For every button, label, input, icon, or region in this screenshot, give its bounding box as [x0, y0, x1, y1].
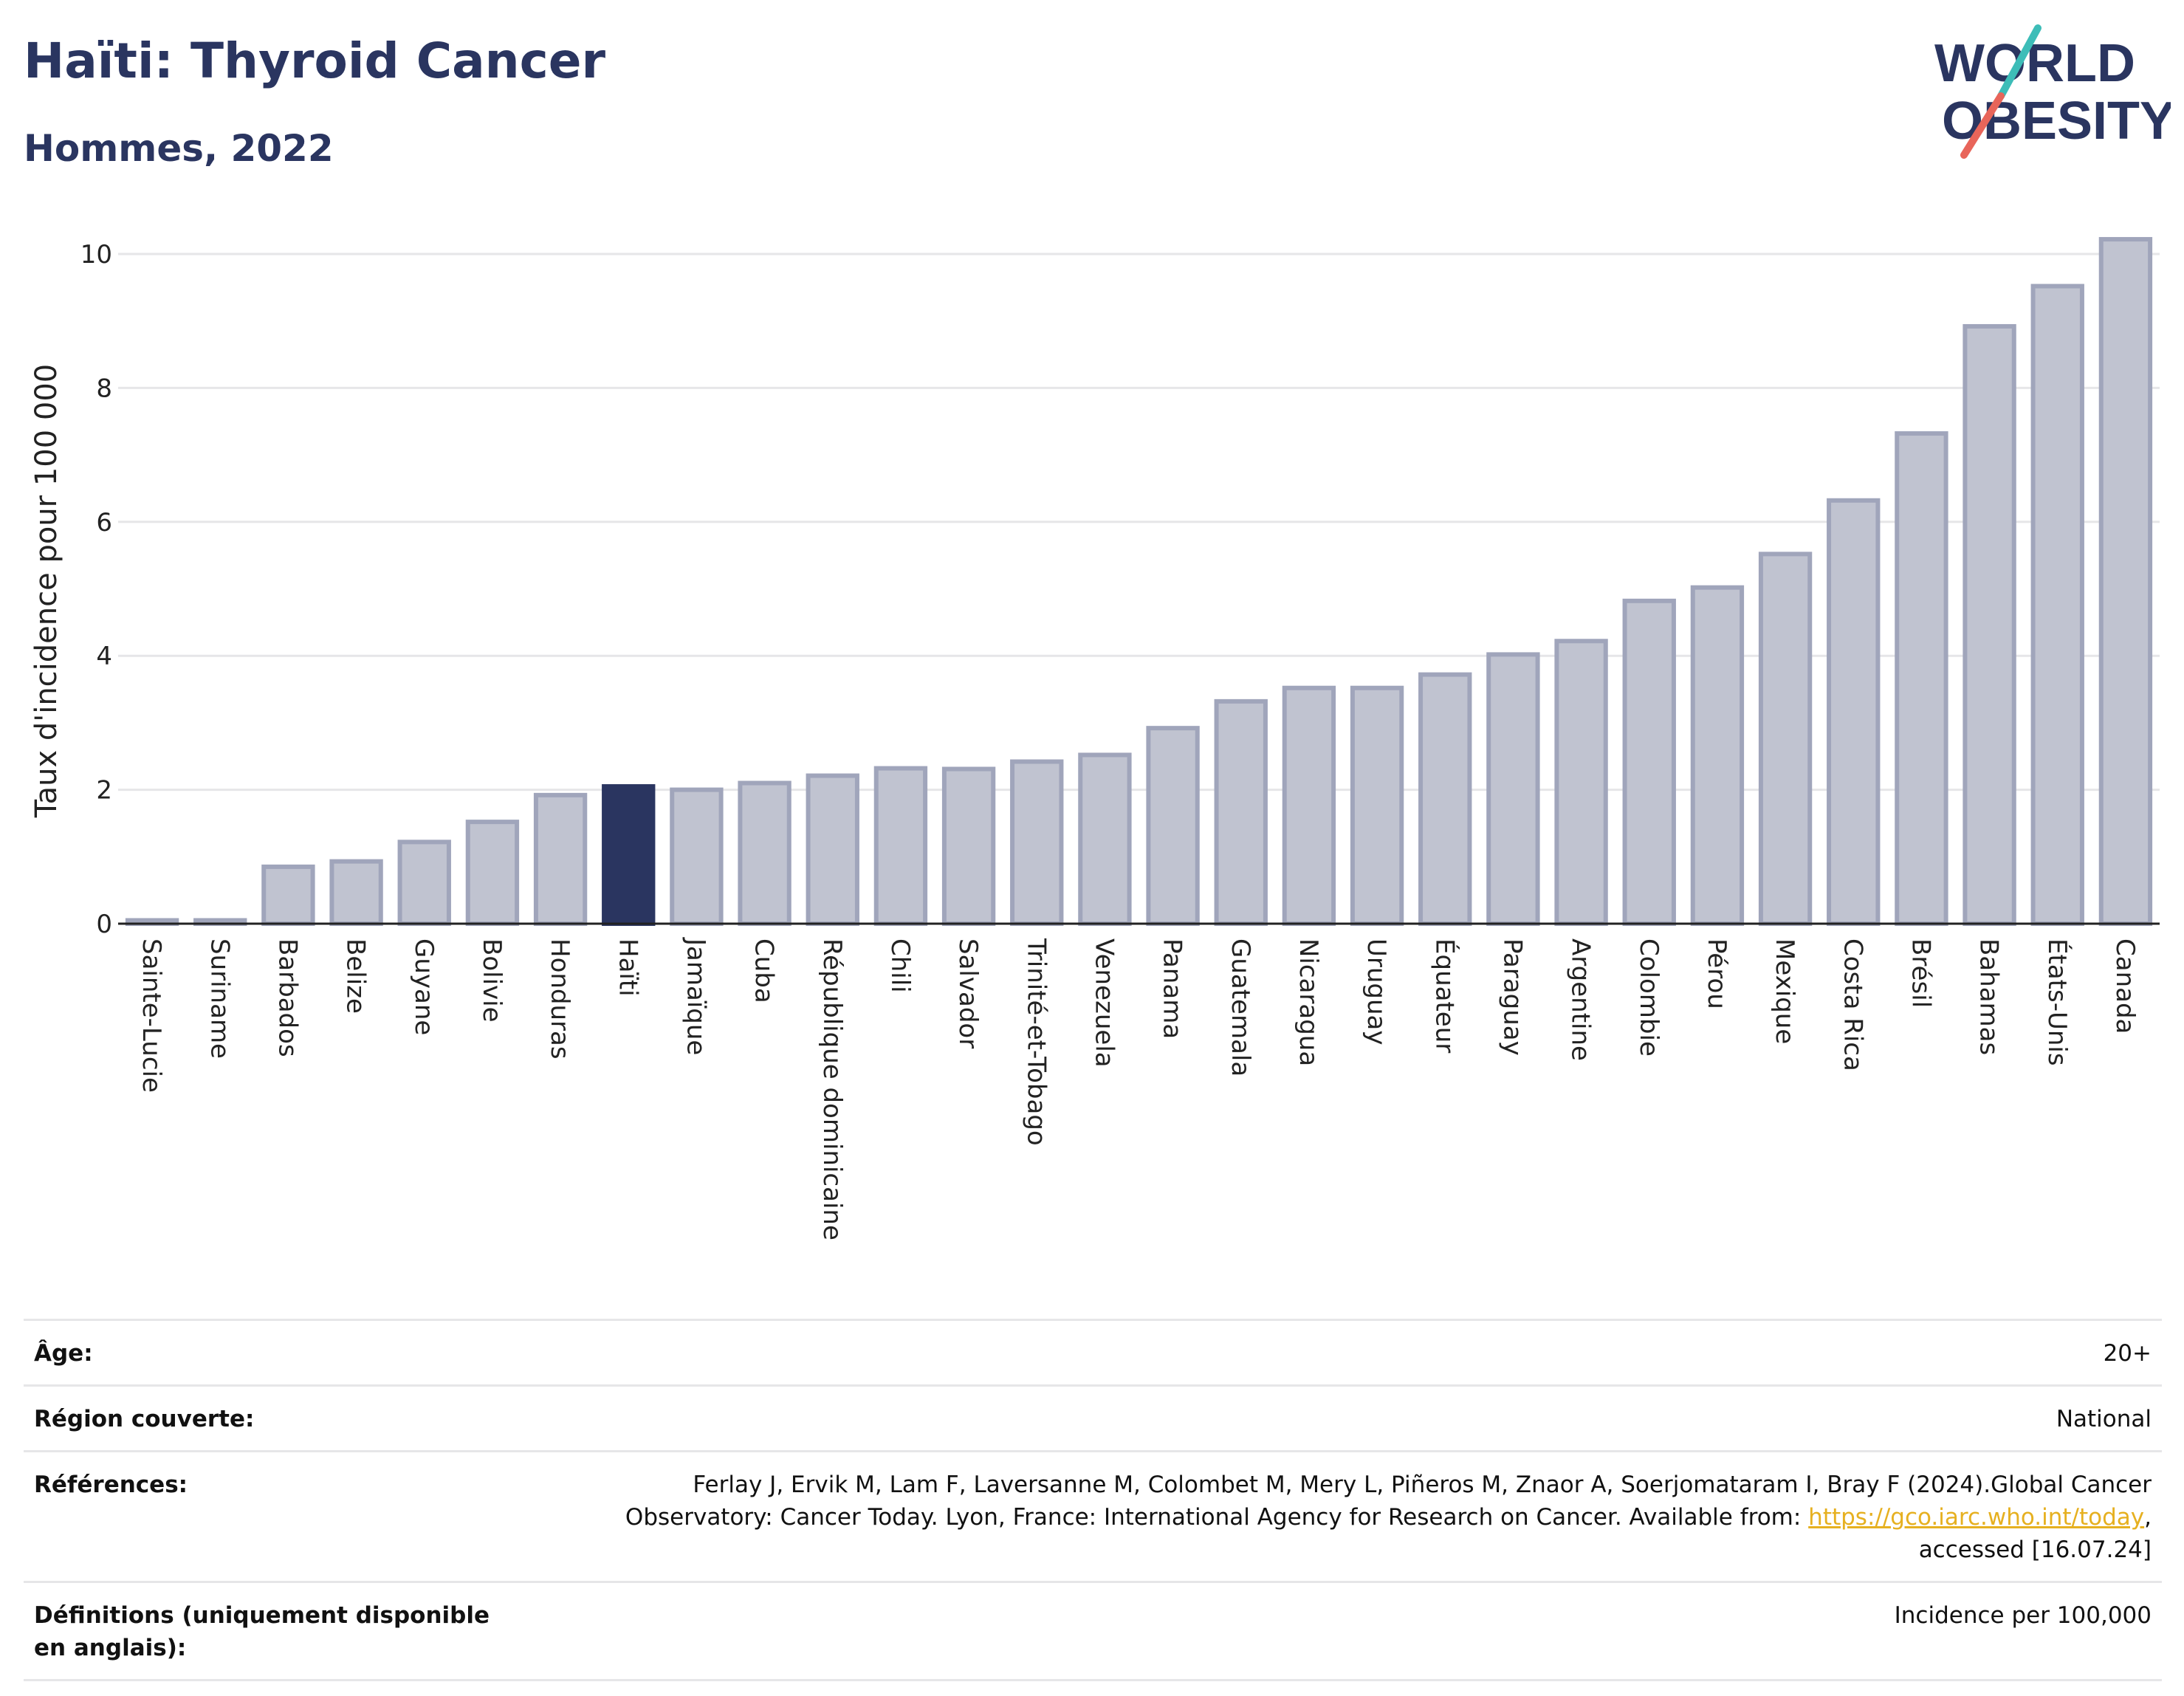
x-tick-label: Jamaïque — [681, 937, 710, 1055]
x-tick-label: Uruguay — [1361, 938, 1391, 1046]
x-tick-label: Canada — [2110, 938, 2140, 1034]
bar — [1486, 652, 1540, 926]
bar — [941, 766, 996, 927]
bar — [1827, 498, 1881, 926]
x-tick-label: Bolivie — [477, 938, 506, 1023]
bar — [738, 780, 791, 927]
age-label: Âge: — [24, 1319, 517, 1386]
x-tick-label: Équateur — [1429, 938, 1460, 1053]
bar — [1350, 685, 1404, 927]
x-tick-label: Belize — [341, 938, 371, 1014]
x-tick-label: République dominicaine — [817, 938, 847, 1240]
x-tick-label: Chili — [885, 938, 915, 993]
bar — [1418, 672, 1472, 926]
x-tick-label: Brésil — [1906, 938, 1935, 1008]
x-tick-label: Argentine — [1566, 938, 1596, 1061]
info-row-definitions: Définitions (uniquement disponible en an… — [24, 1581, 2162, 1681]
world-obesity-logo: WORLD OBESITY — [1934, 24, 2171, 159]
x-tick-label: Cuba — [749, 938, 779, 1003]
bar — [1895, 431, 1948, 926]
x-tick-label: Mexique — [1770, 938, 1799, 1044]
x-tick-label: Suriname — [205, 938, 234, 1059]
y-tick-label: 4 — [96, 642, 112, 671]
bar — [1962, 323, 2016, 926]
x-tick-label: Paraguay — [1497, 938, 1527, 1056]
x-tick-label: Barbados — [272, 938, 302, 1057]
x-tick-label: Guatemala — [1226, 938, 1255, 1077]
bar — [1690, 585, 1745, 926]
x-tick-label: Nicaragua — [1294, 938, 1323, 1066]
bar — [465, 820, 520, 926]
references-label: Références: — [24, 1450, 517, 1582]
x-tick-label: Bahamas — [1974, 938, 2004, 1055]
x-tick-label: Sainte-Lucie — [137, 938, 166, 1093]
chart-subtitle: Hommes, 2022 — [24, 127, 334, 170]
references-value: Ferlay J, Ervik M, Lam F, Laversanne M, … — [517, 1450, 2162, 1582]
definitions-label: Définitions (uniquement disponible en an… — [24, 1581, 517, 1681]
logo-word-obesity: OBESITY — [1942, 92, 2171, 151]
definitions-value: Incidence per 100,000 — [517, 1581, 2162, 1681]
info-table: Âge: 20+ Région couverte: National Référ… — [24, 1319, 2162, 1681]
grid-lines — [118, 253, 2160, 792]
bar — [1214, 698, 1268, 926]
x-tick-label: Venezuela — [1089, 938, 1119, 1068]
info-row-age: Âge: 20+ — [24, 1319, 2162, 1386]
bar — [397, 840, 451, 926]
bar — [873, 766, 928, 927]
x-tick-label: Haïti — [613, 938, 642, 997]
bar — [1622, 598, 1676, 926]
bar — [1146, 726, 1200, 926]
bars — [125, 237, 2153, 927]
bar — [329, 859, 383, 927]
references-text-3: , — [2144, 1504, 2152, 1531]
y-tick-label: 10 — [80, 240, 112, 269]
x-tick-label: Guyane — [409, 938, 439, 1035]
x-tick-label: Pérou — [1702, 938, 1731, 1009]
info-row-references: Références: Ferlay J, Ervik M, Lam F, La… — [24, 1450, 2162, 1582]
y-tick-label: 6 — [96, 508, 112, 538]
bar — [1078, 752, 1132, 926]
logo-slash-teal — [1997, 24, 2042, 100]
bar — [533, 792, 588, 926]
y-axis-label: Taux d'incidence pour 100 000 — [30, 364, 63, 818]
info-row-region: Région couverte: National — [24, 1384, 2162, 1452]
bar — [806, 773, 859, 926]
chart-title: Haïti: Thyroid Cancer — [24, 32, 606, 89]
y-tick-label: 8 — [96, 374, 112, 403]
bar — [602, 784, 656, 926]
region-value: National — [517, 1384, 2162, 1452]
age-value: 20+ — [517, 1319, 2162, 1386]
bar — [1010, 759, 1064, 926]
x-tick-label: États-Unis — [2042, 938, 2073, 1066]
y-tick-label: 2 — [96, 776, 112, 806]
axes: 0 2 4 6 8 10 Sainte-Lucie Suriname Barbados Beliz… — [80, 240, 2160, 1240]
x-tick-label: Costa Rica — [1838, 938, 1867, 1071]
logo-slash-coral — [1960, 92, 2005, 159]
region-label: Région couverte: — [24, 1384, 517, 1452]
x-tick-label: Panama — [1158, 938, 1187, 1039]
bar — [2030, 284, 2084, 926]
references-text-1: Ferlay J, Ervik M, Lam F, Laversanne M, … — [693, 1472, 2152, 1498]
bar — [1554, 639, 1608, 926]
x-tick-label: Colombie — [1634, 938, 1663, 1057]
bar — [670, 787, 724, 926]
bar — [1758, 552, 1813, 926]
x-tick-label: Trinité-et-Tobago — [1021, 938, 1051, 1146]
references-text-2: Observatory: Cancer Today. Lyon, France:… — [625, 1504, 1809, 1531]
references-link[interactable]: https://gco.iarc.who.int/today — [1808, 1504, 2145, 1531]
x-tick-label: Honduras — [545, 938, 574, 1060]
references-text-4: accessed [16.07.24] — [1918, 1537, 2152, 1563]
logo-word-world: WORLD — [1934, 34, 2135, 93]
x-tick-label: Salvador — [953, 938, 983, 1048]
bar — [1282, 685, 1336, 927]
bar — [2098, 237, 2153, 926]
bar — [261, 864, 315, 927]
bar-chart: 0 2 4 6 8 10 Sainte-Lucie Suriname Barbados Beliz… — [30, 237, 2160, 1240]
y-tick-label: 0 — [96, 910, 112, 939]
